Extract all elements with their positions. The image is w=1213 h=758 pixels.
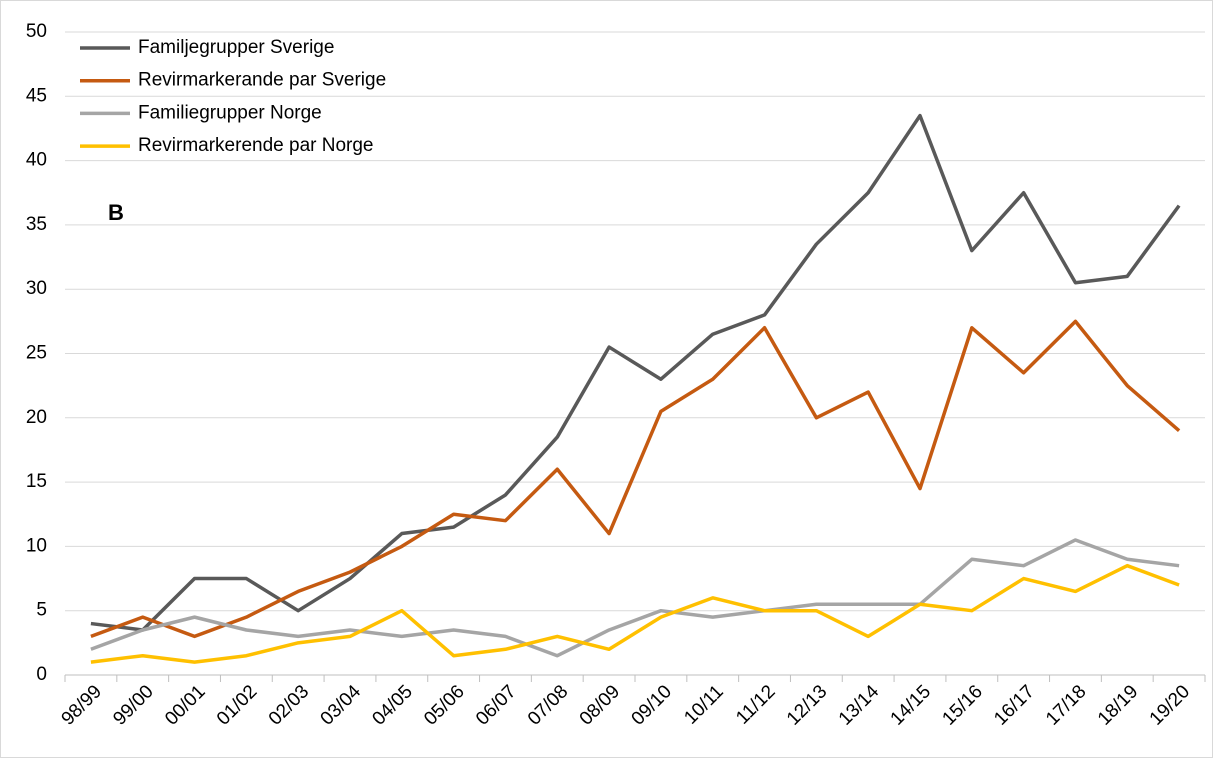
y-tick-label: 50 (26, 21, 47, 42)
legend-label: Revirmarkerende par Norge (138, 135, 374, 156)
line-series (90, 538, 1180, 658)
y-tick-label: 0 (36, 664, 47, 685)
y-tick-label: 35 (26, 214, 47, 235)
y-tick-label: 15 (26, 471, 47, 492)
line-series (90, 563, 1180, 664)
y-tick-label: 25 (26, 343, 47, 364)
y-tick-label: 10 (26, 535, 47, 556)
y-tick-label: 20 (26, 407, 47, 428)
line-series (90, 113, 1181, 632)
y-tick-label: 5 (36, 600, 47, 621)
line-series (90, 319, 1181, 639)
annotation: B (108, 200, 124, 225)
legend-label: Familjegrupper Sverige (138, 37, 334, 58)
y-tick-label: 30 (26, 278, 47, 299)
legend-label: Revirmarkerande par Sverige (138, 70, 386, 91)
y-tick-label: 40 (26, 150, 47, 171)
legend-label: Familiegrupper Norge (138, 102, 322, 123)
y-tick-label: 45 (26, 85, 47, 106)
